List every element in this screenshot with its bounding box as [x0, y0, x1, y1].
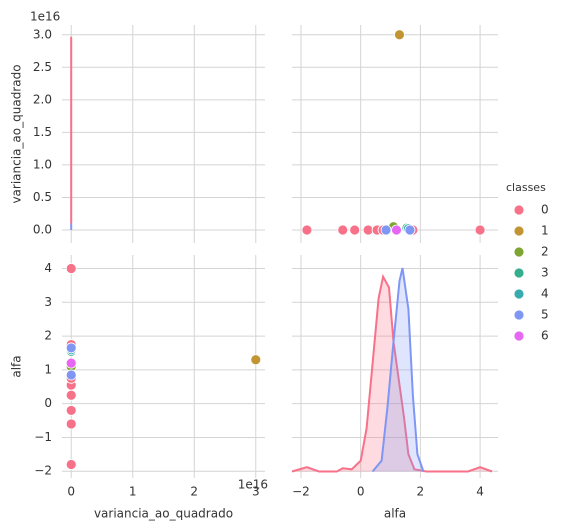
- y-tick-label: 0: [44, 396, 52, 410]
- y-tick-label: 2.5: [33, 60, 52, 74]
- kde-area: [372, 268, 424, 472]
- y-tick-label: 4: [44, 261, 52, 275]
- y-offset-label: 1e16: [30, 10, 60, 24]
- legend-label: 6: [541, 329, 549, 343]
- scatter-point: [65, 418, 77, 430]
- scatter-point: [65, 369, 77, 381]
- scatter-point: [65, 405, 77, 416]
- y-tick-label: −2: [34, 464, 52, 478]
- kde-line: [371, 267, 425, 473]
- x-tick-label: 2: [190, 485, 198, 499]
- x-axis-label: variancia_ao_quadrado: [94, 507, 233, 521]
- y-tick-label: 0.0: [33, 222, 52, 236]
- legend-label: 0: [541, 203, 549, 217]
- y-tick-label: 1.5: [33, 125, 52, 139]
- y-tick-label: 2.0: [33, 92, 52, 106]
- legend-marker: [513, 330, 525, 342]
- y-axis-label: alfa: [10, 355, 24, 377]
- scatter-point: [65, 357, 77, 369]
- y-tick-label: 3.0: [33, 27, 52, 41]
- x-tick-label: 0: [357, 485, 365, 499]
- scatter-point: [65, 459, 77, 470]
- scatter-point: [349, 224, 361, 236]
- legend-label: 2: [541, 245, 549, 259]
- scatter-point: [380, 224, 392, 236]
- x-tick-label: 1: [129, 485, 137, 499]
- kde-area: [292, 276, 493, 472]
- y-axis-label: variancia_ao_quadrado: [10, 64, 24, 203]
- scatter-point: [404, 224, 416, 236]
- x-tick-label: 0: [67, 485, 75, 499]
- scatter-point: [394, 29, 405, 41]
- y-tick-label: 0.5: [33, 190, 52, 204]
- x-tick-label: −2: [292, 485, 310, 499]
- legend-label: 4: [541, 287, 549, 301]
- legend-marker: [513, 225, 525, 237]
- scatter-point: [65, 389, 77, 401]
- legend-marker: [513, 267, 525, 279]
- legend-title: classes: [506, 181, 546, 194]
- legend-label: 3: [541, 266, 549, 280]
- y-tick-label: 3: [44, 295, 52, 309]
- y-tick-label: 1: [44, 362, 52, 376]
- scatter-point: [250, 354, 262, 366]
- legend-marker: [513, 309, 525, 321]
- y-tick-label: 2: [44, 329, 52, 343]
- legend-marker: [513, 288, 525, 300]
- legend-label: 5: [541, 308, 549, 322]
- legend-label: 1: [541, 224, 549, 238]
- scatter-point: [65, 263, 77, 274]
- legend-marker: [513, 246, 525, 258]
- x-axis-label: alfa: [384, 507, 406, 521]
- scatter-point: [474, 224, 486, 236]
- x-tick-label: 3: [252, 485, 260, 499]
- y-tick-label: −1: [34, 430, 52, 444]
- scatter-point: [391, 224, 402, 236]
- x-tick-label: 4: [476, 485, 484, 499]
- x-tick-label: 2: [417, 485, 425, 499]
- scatter-point: [337, 224, 349, 236]
- y-tick-label: 1.0: [33, 157, 52, 171]
- scatter-point: [65, 342, 77, 354]
- x-offset-label: 1e16: [238, 478, 268, 492]
- scatter-point: [301, 224, 313, 236]
- scatter-point: [362, 224, 374, 236]
- legend-marker: [513, 204, 525, 216]
